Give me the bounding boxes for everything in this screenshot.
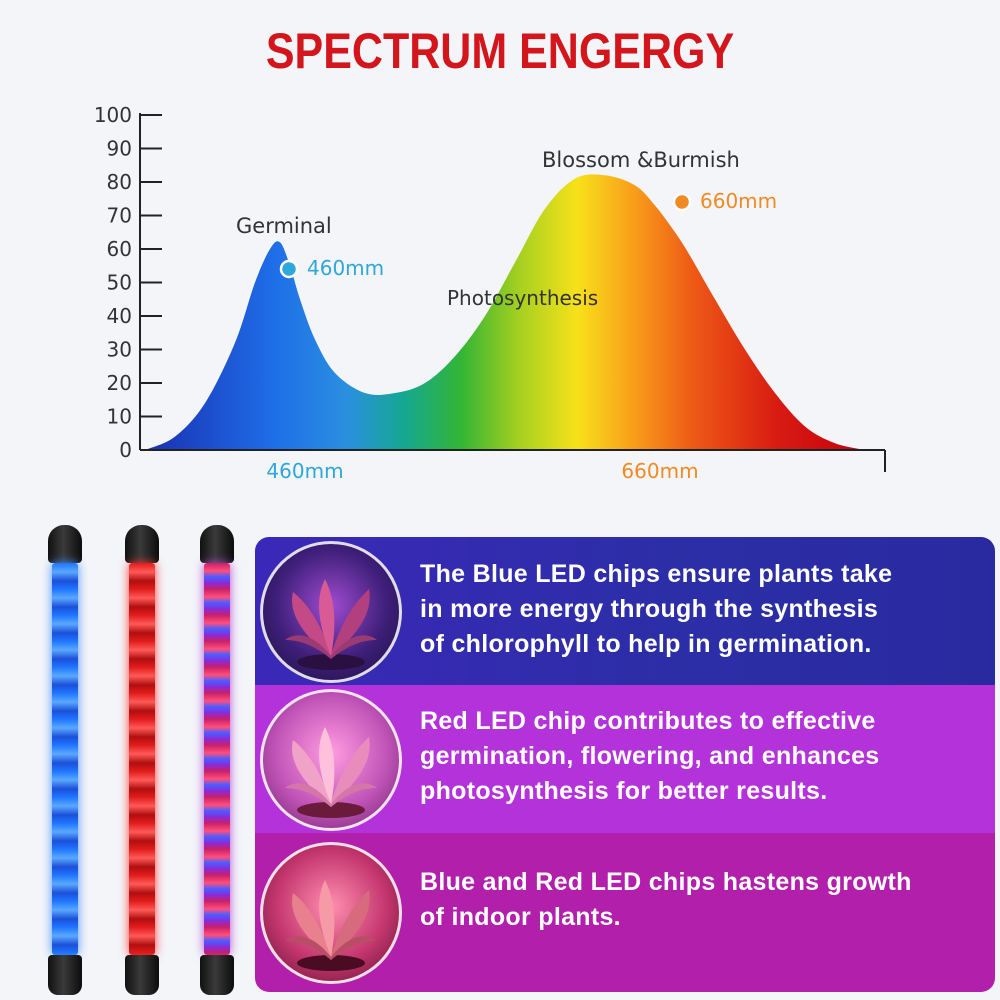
y-tick-label: 80 bbox=[107, 170, 132, 194]
feature-panel: The Blue LED chips ensure plants take in… bbox=[255, 537, 995, 992]
annotation-label: Photosynthesis bbox=[447, 286, 598, 310]
y-tick-label: 60 bbox=[107, 237, 132, 261]
x-tick-label: 460mm bbox=[266, 459, 343, 483]
annotation-marker bbox=[672, 192, 692, 212]
feature-blue: The Blue LED chips ensure plants take in… bbox=[255, 537, 995, 685]
page-title: SPECTRUM ENGERGY bbox=[265, 23, 735, 79]
annotation-label: 660mm bbox=[700, 189, 777, 213]
feature-blue-text: The Blue LED chips ensure plants take in… bbox=[420, 560, 893, 658]
y-tick-label: 20 bbox=[107, 371, 132, 395]
y-tick-label: 40 bbox=[107, 304, 132, 328]
spectrum-area bbox=[145, 174, 865, 450]
blue-led-tube-icon bbox=[48, 525, 82, 995]
x-tick-label: 660mm bbox=[621, 459, 698, 483]
red-led-tube-icon bbox=[125, 525, 159, 995]
y-tick-label: 100 bbox=[94, 103, 132, 127]
y-tick-label: 0 bbox=[119, 438, 132, 462]
annotation-label: 460mm bbox=[307, 256, 384, 280]
annotation-label: Blossom &Burmish bbox=[542, 148, 740, 172]
y-tick-label: 90 bbox=[107, 137, 132, 161]
plant-icon bbox=[260, 541, 402, 683]
y-tick-label: 70 bbox=[107, 204, 132, 228]
annotation-label: Germinal bbox=[236, 214, 332, 238]
feature-mixed-text: Blue and Red LED chips hastens growth of… bbox=[420, 868, 912, 931]
feature-red: Red LED chip contributes to effective ge… bbox=[255, 685, 995, 833]
feature-mixed: Blue and Red LED chips hastens growth of… bbox=[255, 833, 995, 992]
mixed-led-tube-icon bbox=[200, 525, 234, 995]
annotation-marker bbox=[279, 259, 299, 279]
plant-icon bbox=[260, 689, 402, 831]
y-tick-label: 10 bbox=[107, 405, 132, 429]
y-tick-label: 30 bbox=[107, 338, 132, 362]
y-tick-label: 50 bbox=[107, 271, 132, 295]
feature-red-text: Red LED chip contributes to effective ge… bbox=[420, 707, 880, 805]
plant-icon bbox=[260, 842, 402, 984]
led-tubes bbox=[40, 525, 250, 995]
